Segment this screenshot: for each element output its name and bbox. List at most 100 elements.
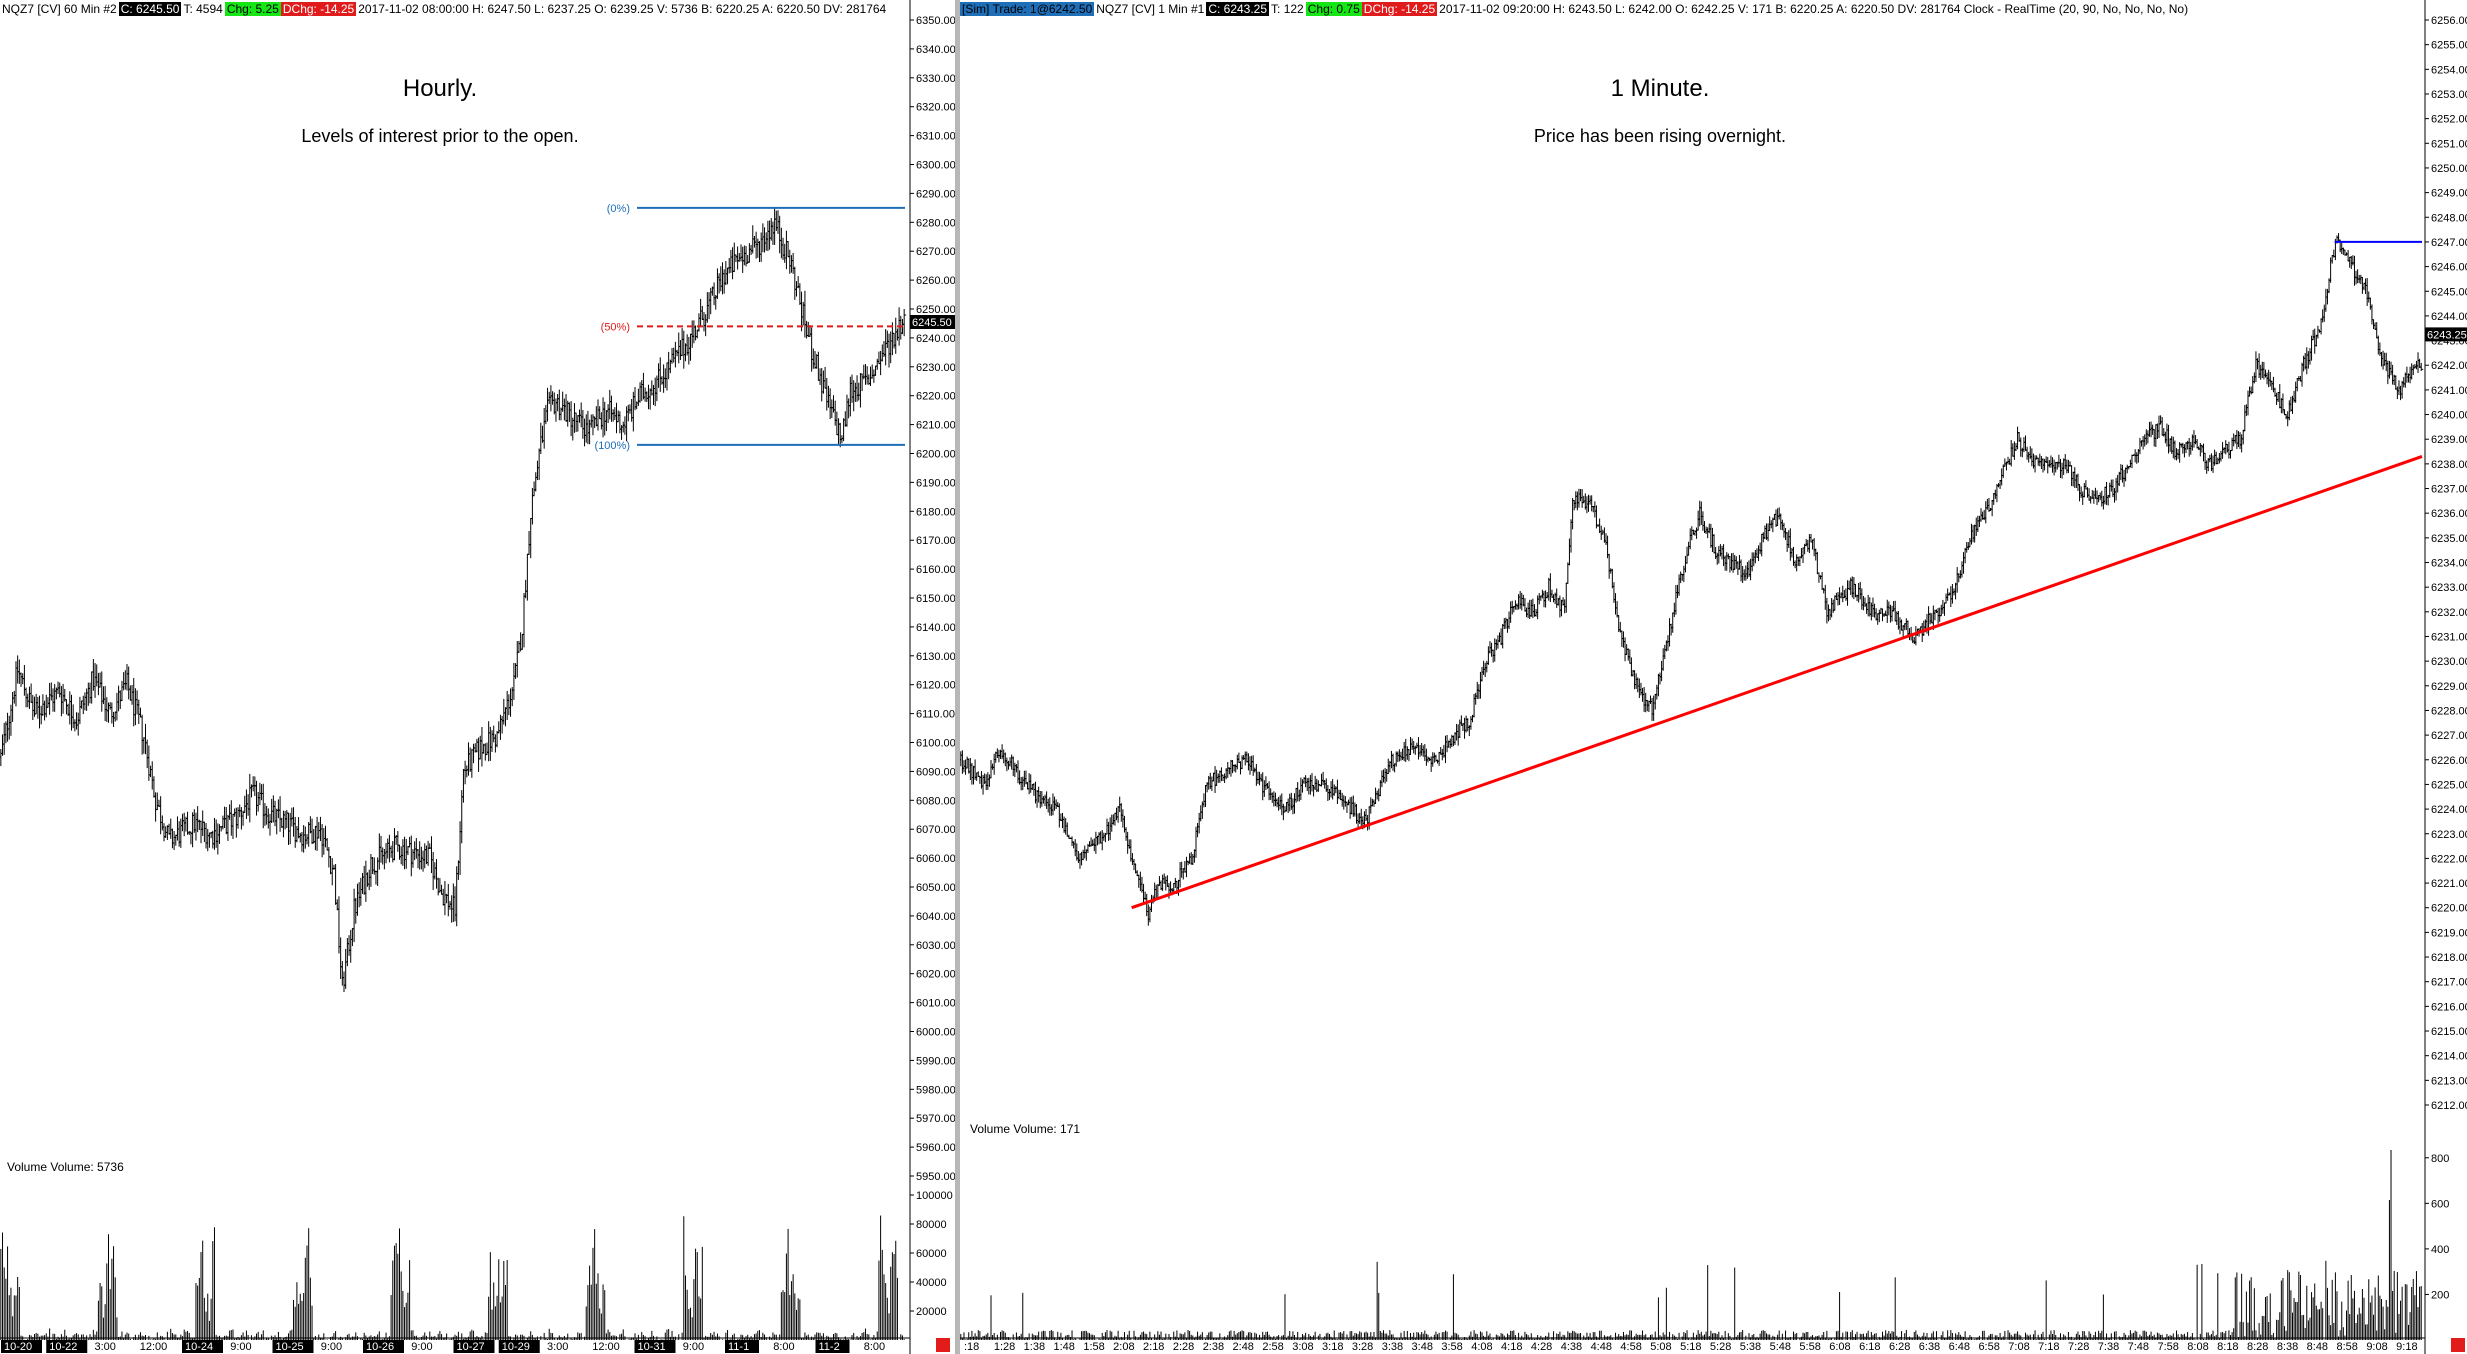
price-tick-label: 6220.00 — [916, 391, 955, 403]
time-axis-label: 4:18 — [1501, 1341, 1522, 1353]
time-axis-label: 5:58 — [1799, 1341, 1820, 1353]
date-label-bg — [363, 1340, 404, 1353]
price-tick-label: 6239.00 — [2431, 434, 2467, 446]
price-tick-label: 6340.00 — [916, 44, 955, 56]
volume-tick-label: 100000 — [916, 1190, 953, 1202]
price-tick-label: 6235.00 — [2431, 533, 2467, 545]
time-axis-label: 7:48 — [2128, 1341, 2149, 1353]
panel-splitter[interactable] — [955, 0, 960, 1354]
price-tick-label: 6080.00 — [916, 795, 955, 807]
date-label-bg — [634, 1340, 676, 1353]
time-axis-label: 9:08 — [2366, 1341, 2387, 1353]
price-tick-label: 6060.00 — [916, 853, 955, 865]
price-tick-label: 6241.00 — [2431, 385, 2467, 397]
time-axis-label: 8:18 — [2217, 1341, 2238, 1353]
time-axis-label: 5:28 — [1710, 1341, 1731, 1353]
time-axis-label: :18 — [964, 1341, 979, 1353]
ticks-label: T: 4594 — [183, 2, 223, 16]
time-axis-label: 9:00 — [411, 1341, 432, 1353]
minute-price-chart[interactable]: 6212.00 6213.00 6214.00 6215.00 6216.00 6217.… — [960, 0, 2467, 1354]
chart-title: Hourly. — [402, 75, 478, 102]
price-tick-label: 6216.00 — [2431, 1001, 2467, 1013]
price-tick-label: 6232.00 — [2431, 607, 2467, 619]
close-badge: C: 6245.50 — [118, 2, 182, 16]
price-tick-label: 5950.00 — [916, 1171, 955, 1183]
time-axis-label: 7:38 — [2098, 1341, 2119, 1353]
price-tick-label: 6090.00 — [916, 766, 955, 778]
date-label-bg — [815, 1340, 850, 1353]
time-axis-label: 2:18 — [1143, 1341, 1164, 1353]
price-tick-label: 6320.00 — [916, 102, 955, 114]
price-tick-label: 6260.00 — [916, 275, 955, 287]
time-axis-label: 9:00 — [683, 1341, 704, 1353]
time-axis-label: 1:48 — [1054, 1341, 1075, 1353]
time-axis-label: 10-20 — [4, 1341, 32, 1353]
price-tick-label: 6224.00 — [2431, 804, 2467, 816]
price-tick-label: 6240.00 — [916, 333, 955, 345]
time-axis-label: 6:08 — [1829, 1341, 1850, 1353]
bar-info-label: 2017-11-02 08:00:00 H: 6247.50 L: 6237.2… — [358, 2, 887, 16]
time-axis-label: 10-24 — [185, 1341, 213, 1353]
hourly-price-chart[interactable]: 5950.00 5960.00 5970.00 5980.00 5990.00 6000.… — [0, 0, 955, 1354]
price-tick-label: 6255.00 — [2431, 40, 2467, 52]
time-axis-label: 3:08 — [1292, 1341, 1313, 1353]
time-axis-label: 1:58 — [1083, 1341, 1104, 1353]
stop-button[interactable] — [2451, 1338, 2465, 1352]
time-axis-label: 8:28 — [2247, 1341, 2268, 1353]
price-tick-label: 6190.00 — [916, 477, 955, 489]
last-price-marker — [910, 315, 955, 330]
price-tick-label: 6245.00 — [2431, 286, 2467, 298]
price-tick-label: 6240.00 — [2431, 410, 2467, 422]
time-axis-label: 2:08 — [1113, 1341, 1134, 1353]
price-tick-label: 6227.00 — [2431, 730, 2467, 742]
hourly-chart-panel[interactable]: NQZ7 [CV] 60 Min #2 C: 6245.50 T: 4594 Chg:… — [0, 0, 955, 1354]
chart-title: 1 Minute. — [1610, 75, 1710, 102]
price-tick-label: 6236.00 — [2431, 508, 2467, 520]
price-tick-label: 6160.00 — [916, 564, 955, 576]
minute-chart-panel[interactable]: [Sim] Trade: 1@6242.50 NQZ7 [CV] 1 Min #1… — [960, 0, 2467, 1354]
fib-level-label: (100%) — [595, 440, 630, 452]
price-tick-label: 6200.00 — [916, 449, 955, 461]
time-axis-label: 5:38 — [1740, 1341, 1761, 1353]
price-tick-label: 6214.00 — [2431, 1051, 2467, 1063]
time-axis-label: 3:38 — [1382, 1341, 1403, 1353]
change-badge: Chg: 0.75 — [1305, 2, 1362, 16]
date-label-bg — [725, 1340, 759, 1353]
time-axis-label: 4:58 — [1620, 1341, 1641, 1353]
date-label-bg — [46, 1340, 88, 1353]
time-axis-label: 7:18 — [2038, 1341, 2059, 1353]
time-axis-label: 6:18 — [1859, 1341, 1880, 1353]
price-tick-label: 6228.00 — [2431, 705, 2467, 717]
price-tick-label: 6110.00 — [916, 709, 955, 721]
volume-tick-label: 200 — [2431, 1289, 2449, 1301]
last-price-label: 6245.50 — [912, 317, 952, 329]
date-label-bg — [498, 1340, 540, 1353]
time-axis-label: 11-2 — [819, 1341, 840, 1353]
price-tick-label: 6215.00 — [2431, 1026, 2467, 1038]
price-tick-label: 6230.00 — [2431, 656, 2467, 668]
price-tick-label: 6249.00 — [2431, 188, 2467, 200]
price-tick-label: 6020.00 — [916, 969, 955, 981]
price-tick-label: 6238.00 — [2431, 459, 2467, 471]
ticks-label: T: 122 — [1271, 2, 1304, 16]
time-axis-label: 10-31 — [638, 1341, 666, 1353]
time-axis-label: 12:00 — [592, 1341, 620, 1353]
time-axis-label: 4:28 — [1531, 1341, 1552, 1353]
time-axis-label: 3:00 — [547, 1341, 568, 1353]
time-axis-label: 4:38 — [1561, 1341, 1582, 1353]
time-axis-label: 4:08 — [1471, 1341, 1492, 1353]
close-badge: C: 6243.25 — [1206, 2, 1270, 16]
stop-button[interactable] — [936, 1338, 950, 1352]
price-tick-label: 6246.00 — [2431, 262, 2467, 274]
time-axis-label: 10-22 — [49, 1341, 77, 1353]
volume-tick-label: 600 — [2431, 1198, 2449, 1210]
price-tick-label: 6250.00 — [916, 304, 955, 316]
price-bar — [902, 308, 907, 337]
price-bar — [1820, 572, 1825, 590]
time-axis-label: 9:00 — [230, 1341, 251, 1353]
fib-level-label: (50%) — [601, 321, 630, 333]
sim-trade-badge[interactable]: [Sim] Trade: 1@6242.50 — [960, 2, 1095, 16]
price-tick-label: 6280.00 — [916, 217, 955, 229]
time-axis-label: 12:00 — [140, 1341, 168, 1353]
price-tick-label: 6350.00 — [916, 15, 955, 27]
